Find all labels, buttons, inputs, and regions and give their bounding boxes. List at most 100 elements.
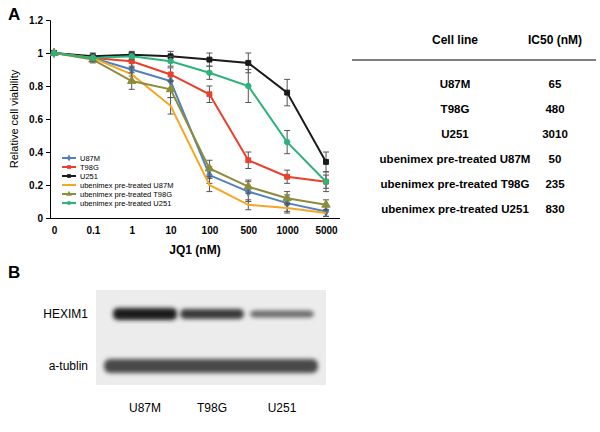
- series: [51, 48, 329, 216]
- x-tick: 1000: [277, 218, 300, 236]
- data-point: [129, 54, 135, 60]
- x-tick: 500: [240, 218, 257, 236]
- data-point: [52, 51, 57, 56]
- panel-label: A: [8, 5, 20, 24]
- error-bar: [90, 55, 96, 62]
- error-bar: [168, 56, 174, 66]
- x-axis: 00.111010050010005000: [50, 218, 340, 236]
- data-point: [168, 58, 174, 64]
- series: [51, 51, 329, 192]
- blot-row-label: a-tublin: [49, 359, 88, 373]
- y-tick: 0.6: [29, 114, 50, 125]
- error-bar: [206, 86, 212, 103]
- error-bar-cap: [129, 67, 135, 68]
- x-tick-label: 0.1: [86, 225, 100, 236]
- error-bar: [129, 53, 135, 60]
- error-bar-cap: [323, 209, 329, 210]
- series-line: [54, 53, 326, 182]
- data-point: [205, 164, 213, 171]
- error-bar: [245, 152, 251, 169]
- error-bar-cap: [168, 67, 174, 68]
- error-bar-cap: [129, 51, 135, 52]
- table-header: Cell line: [432, 33, 478, 47]
- error-bar-cap: [323, 175, 329, 176]
- table-cell: 830: [545, 203, 564, 215]
- legend-entry: U87M: [62, 154, 100, 163]
- x-tick: 1: [129, 218, 135, 236]
- error-bar-cap: [284, 170, 290, 171]
- table-header: IC50 (nM): [528, 33, 582, 47]
- error-bar-cap: [323, 188, 329, 189]
- x-tick-label: 0: [52, 225, 58, 236]
- error-bar-cap: [206, 86, 212, 87]
- error-bar: [323, 175, 329, 188]
- data-point: [51, 48, 56, 57]
- error-bar-cap: [90, 62, 96, 63]
- error-bar-cap: [323, 216, 329, 217]
- y-tick-mark: [46, 86, 50, 87]
- series: [51, 50, 329, 188]
- error-bar-cap: [245, 209, 251, 210]
- y-tick-label: 1: [37, 48, 43, 59]
- blot-lane-label: U87M: [129, 401, 161, 415]
- table-cell: ubenimex pre-treated T98G: [381, 178, 530, 190]
- legend-label: ubenimex pre-treated U251: [80, 199, 171, 208]
- table-cell: ubenimex pre-treated U251: [381, 203, 529, 215]
- legend: U87MT98GU251ubenimex pre-treated U87Mube…: [62, 154, 173, 208]
- x-tick: 5000: [315, 218, 338, 236]
- error-bar-cap: [168, 114, 174, 115]
- data-point: [246, 60, 251, 65]
- data-point: [207, 57, 212, 62]
- error-bar-cap: [206, 191, 212, 192]
- error-bar-cap: [129, 66, 135, 67]
- x-axis-line: [50, 218, 340, 219]
- legend-label: U87M: [80, 154, 100, 163]
- x-axis-title: JQ1 (nM): [169, 243, 220, 257]
- error-bar: [284, 170, 290, 183]
- error-bar-cap: [168, 51, 174, 52]
- error-bar-cap: [245, 199, 251, 200]
- legend-label: U251: [80, 172, 98, 181]
- plot-marks: [50, 48, 330, 216]
- error-bar: [284, 131, 290, 154]
- error-bar: [90, 55, 96, 62]
- data-point: [51, 50, 57, 56]
- error-bar-cap: [245, 168, 251, 169]
- data-point: [285, 90, 290, 95]
- x-tick-label: 10: [166, 225, 178, 236]
- blot-band: [180, 309, 244, 319]
- error-bar-cap: [168, 81, 174, 82]
- error-bar: [206, 66, 212, 79]
- blot-lane-label: U251: [268, 401, 297, 415]
- table-cell: 235: [545, 178, 565, 190]
- data-point: [50, 48, 58, 55]
- error-bar-cap: [168, 66, 174, 67]
- y-tick-label: 1.2: [29, 15, 43, 26]
- blot-band: [104, 359, 318, 373]
- y-tick-label: 0.2: [29, 180, 43, 191]
- y-tick-mark: [46, 218, 50, 219]
- error-bar-cap: [168, 97, 174, 98]
- error-bar-cap: [245, 53, 251, 54]
- error-bar: [245, 53, 251, 73]
- error-bar-cap: [284, 183, 290, 184]
- blot-membrane: [96, 290, 326, 385]
- x-tick-label: 1: [129, 225, 135, 236]
- data-point: [90, 55, 96, 61]
- table-cell: T98G: [441, 103, 470, 115]
- legend-swatch: [62, 184, 76, 186]
- ic50-table: Cell lineIC50 (nM)U87M65T98G480U2513010u…: [352, 33, 596, 215]
- y-tick-label: 0: [37, 213, 43, 224]
- error-bar: [90, 55, 96, 62]
- western-blot: HEXIM1a-tublinU87MT98GU251: [43, 290, 326, 415]
- series-line: [54, 53, 326, 205]
- error-bar-cap: [323, 209, 329, 210]
- y-tick-label: 0.6: [29, 114, 43, 125]
- series-line: [54, 53, 326, 211]
- data-point: [168, 72, 173, 77]
- data-point: [90, 56, 95, 61]
- y-tick-mark: [46, 152, 50, 153]
- x-tick-label: 1000: [277, 225, 300, 236]
- legend-entry: T98G: [62, 163, 99, 172]
- blot-band: [250, 311, 314, 318]
